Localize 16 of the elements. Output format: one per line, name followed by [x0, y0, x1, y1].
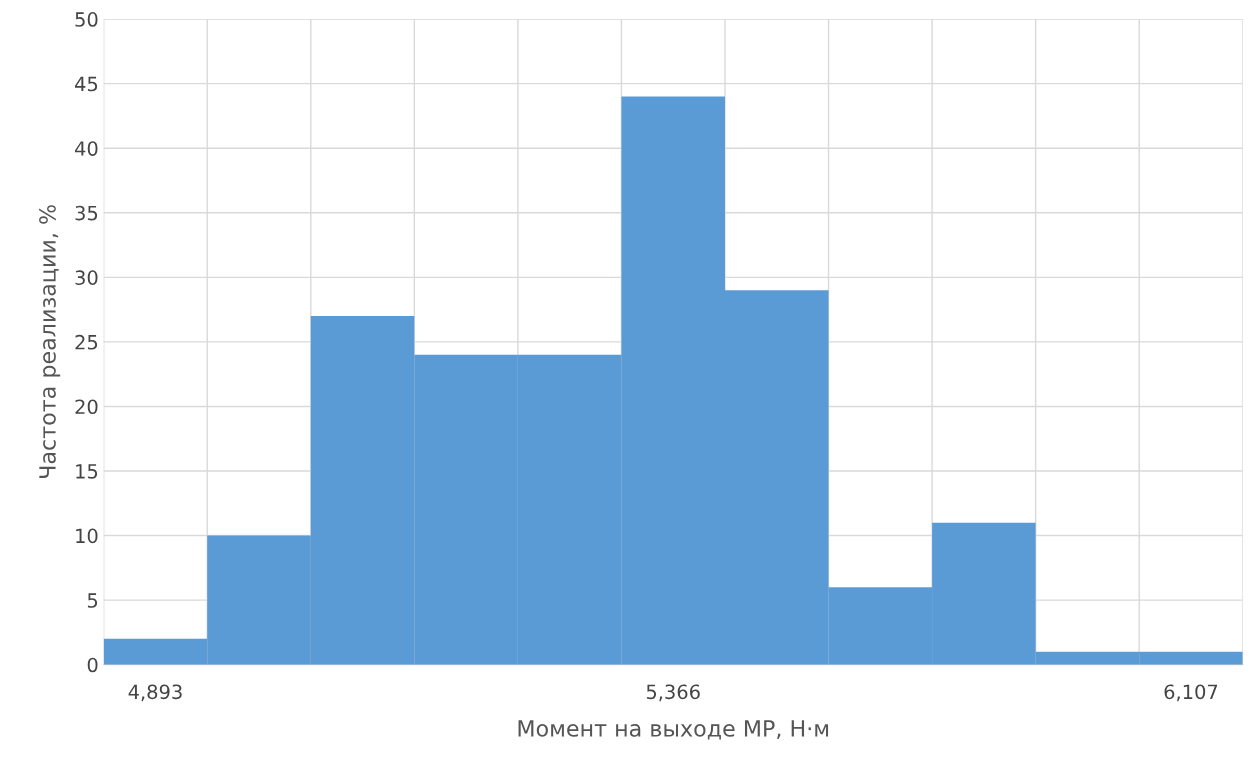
- y-tick-label: 40: [75, 141, 98, 156]
- y-tick-label: 50: [75, 12, 98, 27]
- x-tick-label: 4,893: [128, 684, 182, 702]
- y-tick-label: 15: [76, 464, 98, 479]
- y-tick-label: 20: [75, 399, 98, 415]
- y-tick-label: 45: [75, 76, 98, 92]
- y-tick-label: 30: [75, 270, 98, 285]
- y-axis-title: Частота реализации, %: [39, 205, 61, 478]
- x-tick-label: 6,107: [1164, 684, 1218, 702]
- y-tick-label: 0: [87, 657, 98, 673]
- y-tick-label: 25: [75, 334, 98, 350]
- y-tick-label: 35: [75, 205, 98, 221]
- y-tick-label: 5: [87, 593, 98, 608]
- x-axis-title: Момент на выходе МР, Н·м: [518, 720, 829, 740]
- x-tick-label: 5,366: [646, 684, 700, 702]
- y-tick-label: 10: [76, 528, 98, 544]
